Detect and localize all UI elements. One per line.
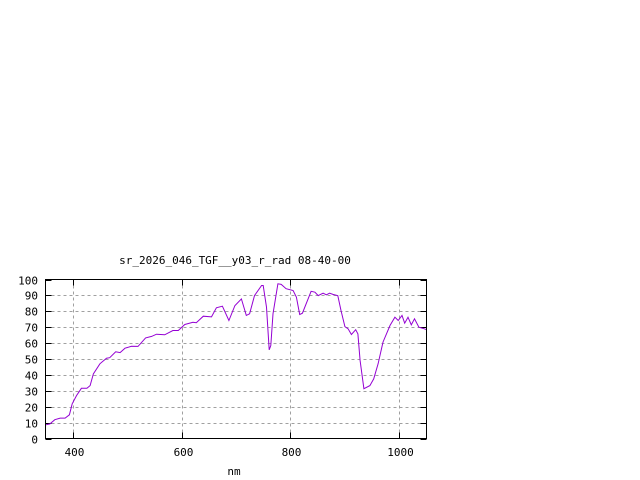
- y-tick-label: 50: [25, 354, 38, 367]
- x-tick-label: 400: [65, 446, 85, 459]
- x-tick-label: 600: [174, 446, 194, 459]
- x-tick-label: 800: [282, 446, 302, 459]
- y-tick-label: 70: [25, 322, 38, 335]
- x-axis-label: nm: [227, 465, 241, 478]
- y-tick-label: 0: [31, 434, 38, 447]
- y-tick-label: 90: [25, 290, 38, 303]
- y-tick-label: 10: [25, 418, 38, 431]
- ticks: 0 10 20 30 40 50 60 70 80 90 100 400 600 800 1000: [18, 275, 427, 459]
- y-tick-label: 20: [25, 402, 38, 415]
- y-tick-label: 80: [25, 306, 38, 319]
- chart-title: sr_2026_046_TGF__y03_r_rad 08-40-00: [119, 254, 351, 267]
- y-tick-label: 100: [18, 275, 38, 288]
- y-tick-label: 40: [25, 370, 38, 383]
- series-line: [45, 283, 427, 426]
- grid: [45, 279, 427, 439]
- y-tick-label: 30: [25, 386, 38, 399]
- x-tick-label: 1000: [387, 446, 414, 459]
- y-tick-label: 60: [25, 338, 38, 351]
- plot-border: [45, 279, 427, 439]
